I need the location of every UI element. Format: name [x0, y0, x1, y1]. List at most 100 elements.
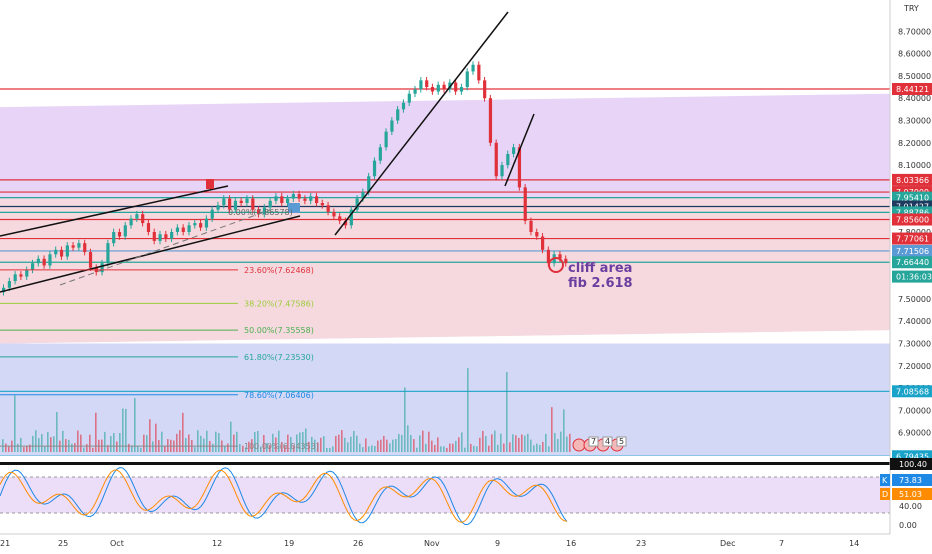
candle-body[interactable]: [367, 176, 371, 192]
candle-body[interactable]: [88, 252, 93, 268]
candle-body[interactable]: [419, 80, 423, 90]
candle-body[interactable]: [216, 205, 220, 210]
candle-body[interactable]: [523, 187, 527, 221]
candle-body[interactable]: [303, 198, 307, 201]
candle-body[interactable]: [146, 223, 151, 232]
candle-body[interactable]: [129, 218, 133, 226]
candle-body[interactable]: [332, 211, 336, 217]
candle-body[interactable]: [390, 120, 394, 132]
candle-body[interactable]: [483, 80, 487, 99]
candle-body[interactable]: [442, 84, 446, 90]
candle-body[interactable]: [54, 249, 58, 255]
candle-body[interactable]: [338, 216, 342, 221]
candle-body[interactable]: [454, 82, 458, 92]
candle-body[interactable]: [83, 243, 87, 253]
candle-body[interactable]: [280, 196, 284, 204]
candle-body[interactable]: [30, 263, 35, 270]
candle-body[interactable]: [477, 64, 481, 81]
candle-body[interactable]: [506, 153, 510, 166]
candle-body[interactable]: [25, 269, 29, 277]
candle-body[interactable]: [170, 232, 174, 239]
candle-body[interactable]: [13, 274, 17, 282]
candle-body[interactable]: [135, 214, 139, 219]
candle-body[interactable]: [535, 232, 539, 237]
candle-body[interactable]: [257, 209, 261, 215]
alert-markers[interactable]: 7 4 5: [572, 436, 627, 452]
candle-body[interactable]: [361, 191, 365, 199]
channel-mid-line[interactable]: [59, 209, 271, 286]
candle-body[interactable]: [436, 84, 440, 92]
candle-body[interactable]: [512, 147, 516, 154]
candle-body[interactable]: [251, 198, 255, 210]
candle-body[interactable]: [274, 196, 278, 201]
candle-body[interactable]: [199, 223, 203, 228]
candle-body[interactable]: [193, 223, 197, 226]
pane-separator[interactable]: [0, 462, 890, 465]
candle-body[interactable]: [494, 142, 498, 177]
candle-body[interactable]: [42, 258, 46, 266]
candle-body[interactable]: [309, 196, 313, 201]
channel-top-line[interactable]: [0, 185, 229, 237]
alert-badge[interactable]: [602, 436, 613, 447]
candle-body[interactable]: [378, 147, 382, 161]
candle-body[interactable]: [326, 205, 330, 212]
candle-body[interactable]: [65, 245, 69, 257]
candle-body[interactable]: [228, 198, 232, 210]
candle-body[interactable]: [141, 214, 145, 224]
candle-body[interactable]: [164, 234, 168, 239]
candle-body[interactable]: [112, 232, 116, 244]
channel-bottom-line[interactable]: [0, 215, 301, 293]
candle-body[interactable]: [158, 234, 162, 241]
candle-body[interactable]: [517, 147, 522, 188]
candle-body[interactable]: [343, 220, 348, 226]
candle-body[interactable]: [123, 225, 127, 237]
candle-body[interactable]: [48, 254, 52, 266]
candle-body[interactable]: [500, 165, 504, 177]
candle-body[interactable]: [384, 131, 388, 148]
candle-body[interactable]: [210, 209, 214, 219]
candle-body[interactable]: [413, 89, 417, 94]
candle-body[interactable]: [546, 249, 551, 264]
candle-body[interactable]: [268, 200, 272, 208]
candle-body[interactable]: [372, 160, 377, 177]
candle-body[interactable]: [401, 102, 406, 110]
candle-body[interactable]: [187, 225, 191, 232]
candle-body[interactable]: [430, 87, 435, 92]
candle-body[interactable]: [36, 258, 40, 264]
candle-body[interactable]: [320, 203, 324, 206]
candle-body[interactable]: [286, 198, 290, 204]
candle-body[interactable]: [222, 198, 226, 206]
candle-body[interactable]: [19, 274, 23, 277]
candle-body[interactable]: [239, 200, 243, 204]
candle-body[interactable]: [407, 93, 411, 103]
candle-body[interactable]: [471, 64, 475, 72]
breakout-trend-line[interactable]: [334, 11, 509, 236]
candle-body[interactable]: [291, 194, 295, 199]
candle-body[interactable]: [71, 245, 75, 248]
candle-body[interactable]: [297, 194, 301, 199]
candle-body[interactable]: [106, 243, 110, 264]
candle-body[interactable]: [245, 198, 249, 204]
pullback-trend-line[interactable]: [504, 113, 535, 187]
candle-body[interactable]: [529, 220, 533, 232]
candle-body[interactable]: [425, 80, 429, 88]
candle-body[interactable]: [77, 243, 81, 248]
time-axis-ticks[interactable]: 21 25 Oct 12 19 26 Nov 9 16 23 Dec 7 14: [0, 539, 859, 548]
candle-body[interactable]: [152, 232, 156, 241]
candle-body[interactable]: [100, 263, 104, 273]
candle-body[interactable]: [349, 209, 353, 226]
candle-body[interactable]: [396, 109, 400, 121]
candle-body[interactable]: [558, 254, 562, 259]
candle-body[interactable]: [459, 87, 464, 92]
candle-body[interactable]: [7, 281, 11, 288]
alert-badge[interactable]: [588, 436, 599, 447]
alert-marker-icon[interactable]: [572, 438, 586, 452]
candle-body[interactable]: [564, 258, 568, 264]
candle-body[interactable]: [117, 232, 122, 237]
candle-body[interactable]: [2, 287, 6, 293]
candle-body[interactable]: [355, 198, 359, 210]
candle-body[interactable]: [204, 218, 209, 228]
candle-body[interactable]: [262, 207, 267, 215]
candle-body[interactable]: [175, 227, 180, 232]
